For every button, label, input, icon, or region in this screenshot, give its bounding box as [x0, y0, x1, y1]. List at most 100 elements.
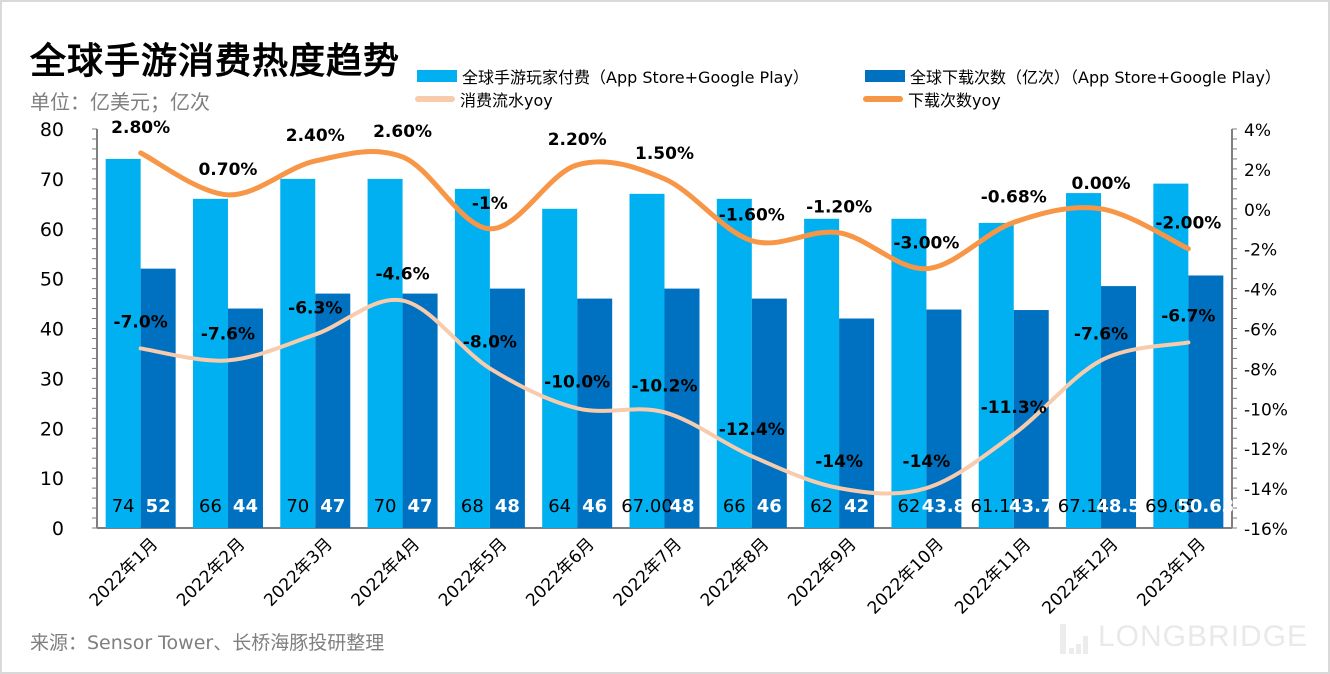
bar-downloads — [489, 288, 525, 528]
line-label-spend-yoy: -10.2% — [631, 376, 697, 396]
left-axis-tick-label: 10 — [40, 468, 64, 490]
bar-label-spend: 70 — [286, 496, 309, 517]
bar-downloads — [1101, 286, 1137, 528]
bar-label-spend: 66 — [199, 496, 222, 517]
legend-swatch-download-yoy — [863, 96, 903, 102]
x-axis-tick-label: 2022年3月 — [260, 534, 336, 610]
bar-label-spend: 61.17 — [970, 496, 1022, 517]
line-label-download-yoy: 0.00% — [1072, 174, 1131, 194]
bar-label-downloads: 47 — [320, 496, 345, 517]
bar-downloads — [751, 298, 787, 528]
bar-spend — [716, 198, 752, 528]
bar-label-downloads: 50.63 — [1177, 496, 1234, 517]
right-axis-tick-label: 0% — [1244, 201, 1271, 221]
line-label-spend-yoy: -10.0% — [544, 372, 610, 392]
legend-label: 消费流水yoy — [460, 91, 553, 110]
legend-label: 下载次数yoy — [908, 91, 1001, 110]
legend-downloads: 全球下载次数（亿次）（App Store+Google Play） — [865, 64, 1281, 88]
x-axis-tick-label: 2022年5月 — [435, 534, 511, 610]
line-label-download-yoy: 0.70% — [198, 160, 257, 180]
legend-swatch-spend — [417, 70, 457, 82]
bar-spend — [978, 222, 1014, 529]
bar-label-downloads: 47 — [408, 496, 433, 517]
left-axis-tick-label: 20 — [40, 418, 64, 440]
x-axis-tick-label: 2023年1月 — [1133, 534, 1209, 610]
bar-label-spend: 67.00 — [621, 496, 673, 517]
bar-downloads — [140, 268, 176, 528]
left-axis-tick-label: 50 — [40, 269, 64, 291]
right-axis-tick-label: -14% — [1244, 480, 1288, 500]
x-axis-tick-label: 2022年8月 — [697, 534, 773, 610]
left-axis-tick-label: 60 — [40, 219, 64, 241]
bar-spend — [367, 178, 403, 528]
left-axis-tick-label: 70 — [40, 169, 64, 191]
bar-label-spend: 67.15 — [1058, 496, 1110, 517]
right-axis-tick-label: -16% — [1244, 520, 1288, 540]
line-label-spend-yoy: -14% — [815, 452, 863, 472]
right-axis-tick-label: 4% — [1244, 121, 1271, 141]
bar-label-downloads: 43.8 — [922, 496, 966, 517]
bar-label-downloads: 43.7 — [1009, 496, 1053, 517]
watermark-logo: LONGBRIDGE — [1060, 620, 1308, 654]
x-axis-tick-label: 2022年1月 — [86, 534, 162, 610]
line-label-download-yoy: -1.60% — [719, 206, 785, 226]
bar-spend — [542, 208, 578, 529]
right-axis-tick-label: -10% — [1244, 400, 1288, 420]
line-label-download-yoy: -1.20% — [806, 198, 872, 218]
bar-label-spend: 69.05 — [1145, 496, 1197, 517]
bar-label-spend: 68 — [461, 496, 484, 517]
bar-label-downloads: 52 — [146, 496, 171, 517]
bar-label-downloads: 42 — [844, 496, 869, 517]
bar-label-spend: 74 — [112, 496, 135, 517]
unit-label: 单位：亿美元；亿次 — [30, 90, 210, 114]
bar-downloads — [227, 308, 263, 528]
x-axis-tick-label: 2022年9月 — [784, 534, 860, 610]
line-label-download-yoy: -3.00% — [893, 234, 959, 254]
line-spend-yoy — [138, 297, 1191, 496]
bar-label-spend: 62 — [810, 496, 833, 517]
right-axis-tick-label: -2% — [1244, 241, 1277, 261]
legend-label: 全球手游玩家付费（App Store+Google Play） — [462, 68, 809, 87]
right-axis-tick-label: 2% — [1244, 161, 1271, 181]
chart-title: 全球手游消费热度趋势 — [30, 41, 401, 82]
line-label-spend-yoy: -6.7% — [1161, 306, 1215, 326]
line-label-spend-yoy: -14% — [903, 452, 951, 472]
bar-spend — [629, 193, 665, 528]
x-axis-tick-label: 2022年4月 — [348, 534, 424, 610]
x-axis-tick-label: 2022年10月 — [864, 534, 948, 618]
bar-label-spend: 66 — [723, 496, 746, 517]
line-label-spend-yoy: -8.0% — [463, 332, 517, 352]
legend-label: 全球下载次数（亿次）（App Store+Google Play） — [910, 68, 1281, 87]
line-label-spend-yoy: -12.4% — [719, 420, 785, 440]
bar-label-downloads: 46 — [757, 496, 782, 517]
bar-downloads — [926, 309, 962, 528]
line-label-download-yoy: 2.60% — [373, 122, 432, 142]
legend-spend-yoy: 消费流水yoy — [415, 87, 553, 111]
line-label-download-yoy: 2.20% — [548, 130, 607, 150]
bar-spend — [105, 158, 141, 529]
bar-spend — [192, 198, 228, 528]
line-label-spend-yoy: -7.6% — [201, 324, 255, 344]
legend-spend: 全球手游玩家付费（App Store+Google Play） — [417, 64, 809, 88]
left-axis-tick-label: 40 — [40, 319, 64, 341]
bar-downloads — [664, 288, 700, 528]
x-axis-tick-label: 2022年2月 — [173, 534, 249, 610]
bar-downloads — [577, 298, 613, 528]
bar-spend — [804, 218, 840, 528]
bar-downloads — [315, 293, 351, 528]
bar-label-downloads: 48 — [495, 496, 520, 517]
line-label-download-yoy: -2.00% — [1155, 214, 1221, 234]
line-label-spend-yoy: -11.3% — [981, 398, 1047, 418]
right-axis-tick-label: -12% — [1244, 440, 1288, 460]
line-label-spend-yoy: -6.3% — [288, 298, 342, 318]
bar-label-downloads: 46 — [582, 496, 607, 517]
legend-swatch-spend-yoy — [415, 96, 455, 102]
bar-label-downloads: 48.5 — [1096, 496, 1140, 517]
bar-downloads — [1188, 275, 1224, 528]
legend-swatch-downloads — [865, 70, 905, 82]
x-axis-tick-label: 2022年11月 — [951, 534, 1035, 618]
bar-label-downloads: 48 — [669, 496, 694, 517]
bar-downloads — [402, 293, 438, 528]
bar-spend — [1066, 193, 1102, 529]
